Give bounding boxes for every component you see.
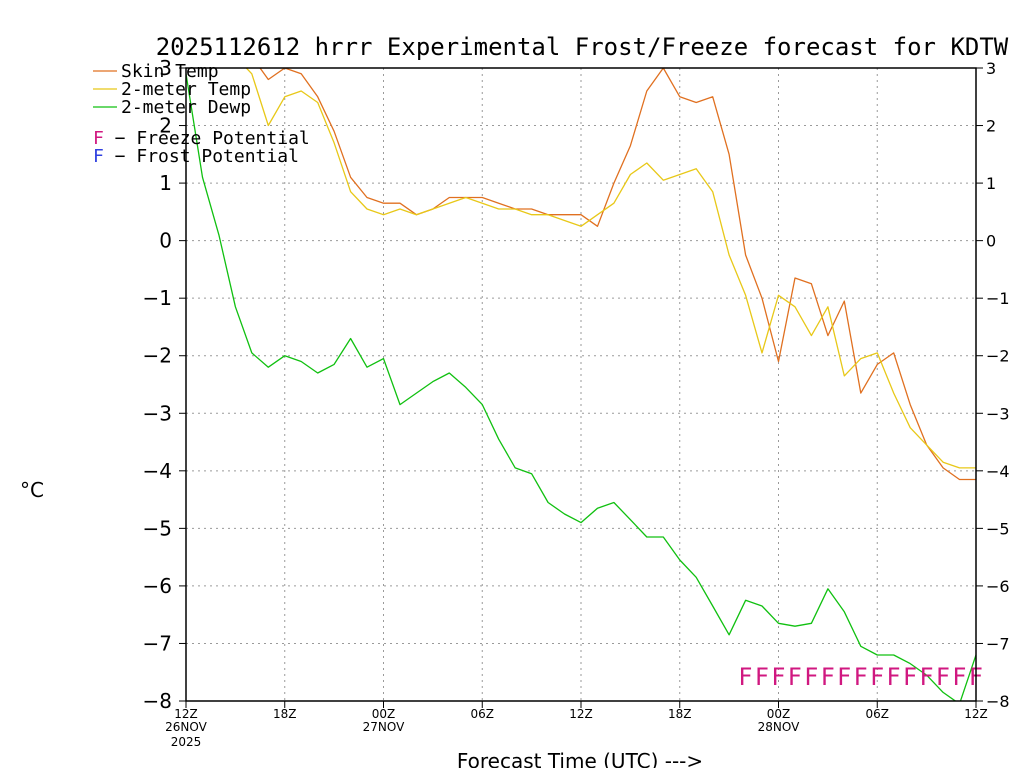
- x-tick-label: 12Z: [174, 707, 198, 721]
- y-tick-label-left: −6: [143, 574, 172, 598]
- y-tick-label-right: −7: [986, 634, 1010, 653]
- freeze-mark: F: [920, 663, 934, 691]
- freeze-mark: F: [837, 663, 851, 691]
- x-axis-label: Forecast Time (UTC) --->: [457, 749, 703, 768]
- freeze-mark: F: [936, 663, 950, 691]
- legend-label: 2-meter Dewp: [121, 97, 251, 118]
- legend-note-symbol: F: [93, 128, 104, 149]
- y-tick-label-left: −3: [143, 401, 172, 425]
- freeze-mark: F: [739, 663, 753, 691]
- y-tick-label-left: −2: [143, 344, 172, 368]
- freeze-mark: F: [953, 663, 967, 691]
- freeze-mark: F: [755, 663, 769, 691]
- x-tick-label: 06Z: [866, 707, 890, 721]
- y-tick-label-right: −5: [986, 519, 1010, 538]
- y-tick-label-left: 1: [159, 171, 172, 195]
- legend-note: F − Freeze Potential: [93, 128, 310, 149]
- series-line-2-meter-temp: [186, 68, 976, 469]
- y-tick-label-right: −8: [986, 692, 1010, 711]
- y-tick-label-left: −8: [143, 689, 172, 713]
- legend-note-symbol: F: [93, 146, 104, 167]
- x-tick-label: 00Z: [767, 707, 791, 721]
- y-tick-label-right: 3: [986, 59, 996, 78]
- y-tick-label-left: 3: [159, 56, 172, 80]
- y-tick-label-right: −3: [986, 404, 1010, 423]
- y-tick-label-right: 1: [986, 174, 996, 193]
- freeze-mark: F: [772, 663, 786, 691]
- x-tick-label: 18Z: [273, 707, 297, 721]
- y-axis-label: °C: [20, 478, 44, 502]
- legend-label: Skin Temp: [121, 61, 219, 82]
- x-tick-label: 00Z: [372, 707, 396, 721]
- series-layer: [186, 68, 976, 701]
- y-tick-label-left: −4: [143, 459, 172, 483]
- axes: −8 −8 −7 −7 −6 −6 −5 −5 −4 −4 −3 −3 −2 −2 −1 −1 0 0 1 1 2 2 3 3…: [143, 56, 1010, 749]
- y-tick-label-left: 2: [159, 114, 172, 138]
- freeze-mark: F: [788, 663, 802, 691]
- y-tick-label-right: −6: [986, 577, 1010, 596]
- x-tick-date: 27NOV: [363, 720, 405, 734]
- freeze-mark: F: [854, 663, 868, 691]
- x-tick-label: 18Z: [668, 707, 692, 721]
- legend-note: F − Frost Potential: [93, 146, 299, 167]
- freeze-mark: F: [903, 663, 917, 691]
- freeze-mark: F: [887, 663, 901, 691]
- chart-title: 2025112612 hrrr Experimental Frost/Freez…: [156, 33, 1009, 61]
- legend-note-text: − Freeze Potential: [104, 128, 310, 149]
- y-tick-label-right: −2: [986, 347, 1010, 366]
- series-line-skin-temp: [186, 68, 976, 481]
- plot-frame: [185, 67, 977, 702]
- y-tick-label-left: −1: [143, 286, 172, 310]
- legend-label: 2-meter Temp: [121, 79, 251, 100]
- grid: [186, 68, 976, 701]
- y-tick-label-left: −5: [143, 516, 172, 540]
- y-tick-label-right: −1: [986, 289, 1010, 308]
- x-tick-year: 2025: [171, 735, 202, 749]
- x-tick-date: 28NOV: [758, 720, 800, 734]
- y-tick-label-right: 2: [986, 117, 996, 136]
- x-tick-label: 12Z: [964, 707, 988, 721]
- x-tick-label: 06Z: [471, 707, 495, 721]
- x-tick-label: 12Z: [569, 707, 593, 721]
- freeze-mark: F: [870, 663, 884, 691]
- y-tick-label-right: 0: [986, 232, 996, 251]
- y-tick-label-left: 0: [159, 229, 172, 253]
- freeze-mark: F: [805, 663, 819, 691]
- series-line-2-meter-dewp: [186, 73, 976, 701]
- x-tick-date: 26NOV: [165, 720, 207, 734]
- freeze-mark: F: [821, 663, 835, 691]
- legend-note-text: − Frost Potential: [104, 146, 299, 167]
- y-tick-label-right: −4: [986, 462, 1010, 481]
- y-tick-label-left: −7: [143, 631, 172, 655]
